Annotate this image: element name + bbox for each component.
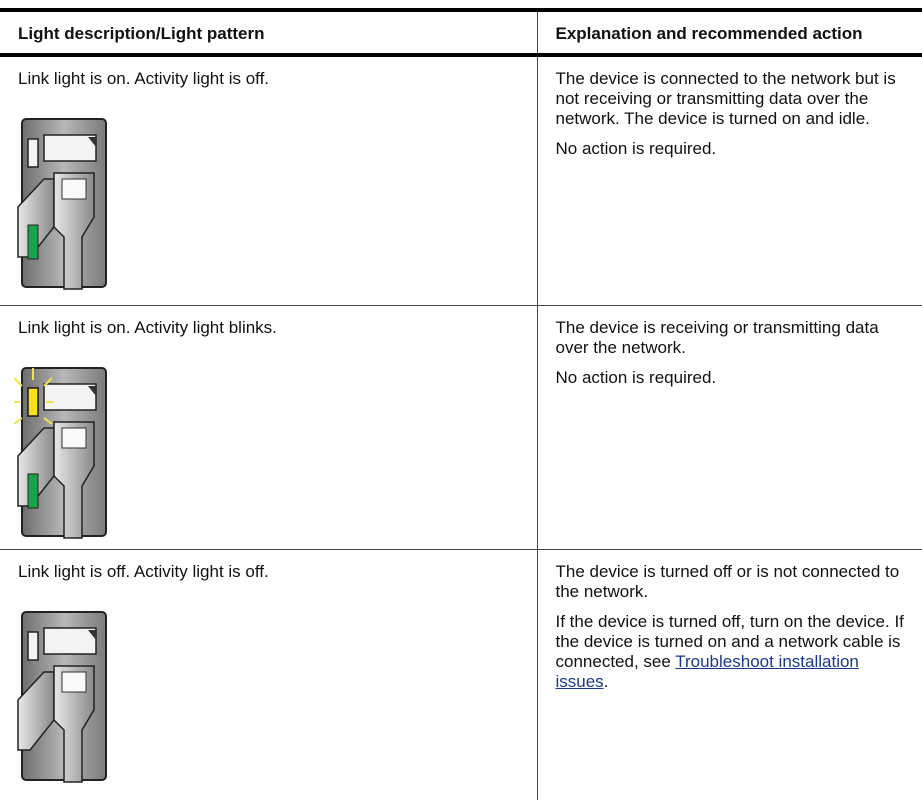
description-cell: Link light is on. Activity light is off. xyxy=(0,55,537,306)
explanation-cell: The device is receiving or transmitting … xyxy=(537,306,922,550)
header-row: Light description/Light pattern Explanat… xyxy=(0,10,922,55)
punctuation: . xyxy=(604,672,609,691)
description-cell: Link light is off. Activity light is off… xyxy=(0,550,537,800)
page: Light description/Light pattern Explanat… xyxy=(0,0,922,753)
link-light xyxy=(28,474,38,508)
paragraph: The device is receiving or transmitting … xyxy=(556,318,907,358)
table-row: Link light is on. Activity light is off.… xyxy=(0,55,922,306)
column-header: Explanation and recommended action xyxy=(537,10,922,55)
description: Link light is off. Activity light is off… xyxy=(18,562,521,582)
explanation-cell: The device is turned off or is not conne… xyxy=(537,550,922,800)
paragraph: The device is turned off or is not conne… xyxy=(556,562,907,602)
status-table: Light description/Light pattern Explanat… xyxy=(0,8,922,800)
port-icon xyxy=(14,610,114,785)
paragraph: No action is required. xyxy=(556,139,907,159)
paragraph: No action is required. xyxy=(556,368,907,388)
activity-light xyxy=(28,388,38,416)
port-icon xyxy=(14,117,114,292)
description: Link light is on. Activity light blinks. xyxy=(18,318,521,338)
column-header: Light description/Light pattern xyxy=(0,10,537,55)
link-light xyxy=(28,225,38,259)
table-row: Link light is off. Activity light is off… xyxy=(0,550,922,800)
port-icon xyxy=(14,366,114,541)
table-row: Link light is on. Activity light blinks.… xyxy=(0,306,922,550)
paragraph: If the device is turned off, turn on the… xyxy=(556,612,907,692)
explanation-cell: The device is connected to the network b… xyxy=(537,55,922,306)
paragraph: The device is connected to the network b… xyxy=(556,69,907,129)
description-cell: Link light is on. Activity light blinks. xyxy=(0,306,537,550)
description: Link light is on. Activity light is off. xyxy=(18,69,521,89)
